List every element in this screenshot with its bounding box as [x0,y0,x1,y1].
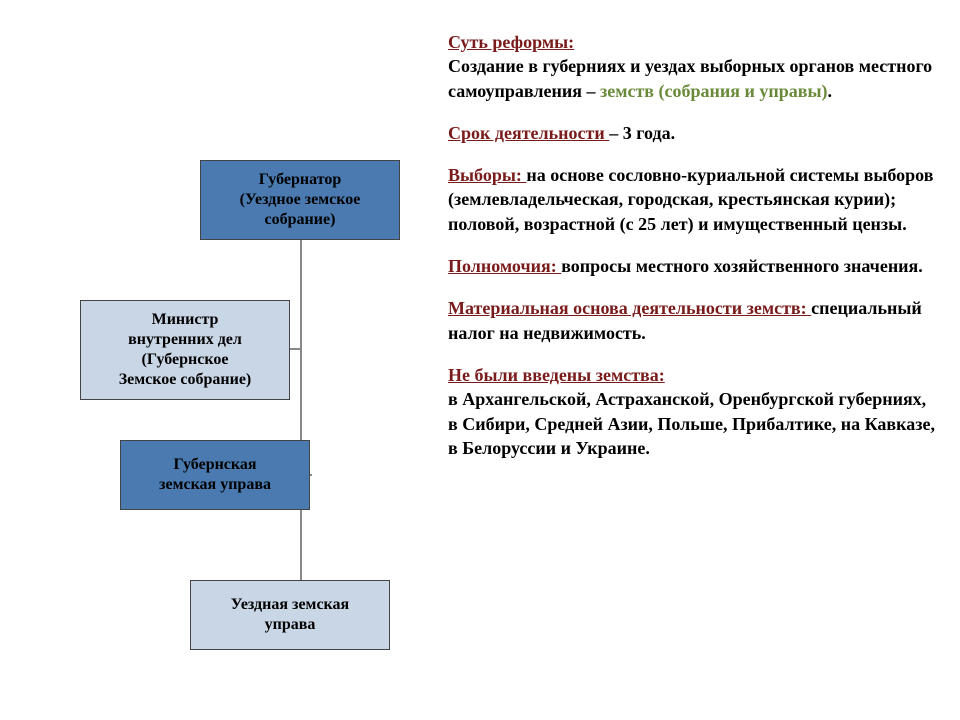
node-label: Уездная земскаяуправа [231,595,349,635]
tail: . [828,81,833,101]
node-label: Губернатор(Уездное земскоесобрание) [240,170,361,230]
node-gub-uprava: Губернскаяземская управа [120,440,310,510]
info-text: Суть реформы: Создание в губерниях и уез… [448,30,938,478]
section-essence: Суть реформы: Создание в губерниях и уез… [448,30,938,103]
heading: Суть реформы: [448,32,574,52]
connector-branch-1 [290,348,302,350]
body: в Архангельской, Астраханской, Оренбургс… [448,389,935,458]
node-governor: Губернатор(Уездное земскоесобрание) [200,160,400,240]
node-uezd-uprava: Уездная земскаяуправа [190,580,390,650]
section-funding: Материальная основа деятельности земств:… [448,296,938,345]
heading: Полномочия: [448,256,561,276]
heading: Выборы: [448,165,526,185]
heading: Срок деятельности [448,123,609,143]
section-powers: Полномочия: вопросы местного хозяйственн… [448,254,938,278]
connector-trunk [300,240,302,580]
section-term: Срок деятельности – 3 года. [448,121,938,145]
node-label: Губернскаяземская управа [159,455,271,495]
section-not-introduced: Не были введены земства: в Архангельской… [448,363,938,460]
body: – 3 года. [609,123,675,143]
node-minister: Министрвнутренних дел(ГубернскоеЗемское … [80,300,290,400]
body: вопросы местного хозяйственного значения… [561,256,923,276]
heading: Не были введены земства: [448,365,665,385]
node-label: Министрвнутренних дел(ГубернскоеЗемское … [119,310,252,390]
section-elections: Выборы: на основе сословно-куриальной си… [448,163,938,236]
heading: Материальная основа деятельности земств: [448,298,811,318]
connector-branch-2b [310,474,312,476]
highlight: земств (собрания и управы) [600,81,828,101]
